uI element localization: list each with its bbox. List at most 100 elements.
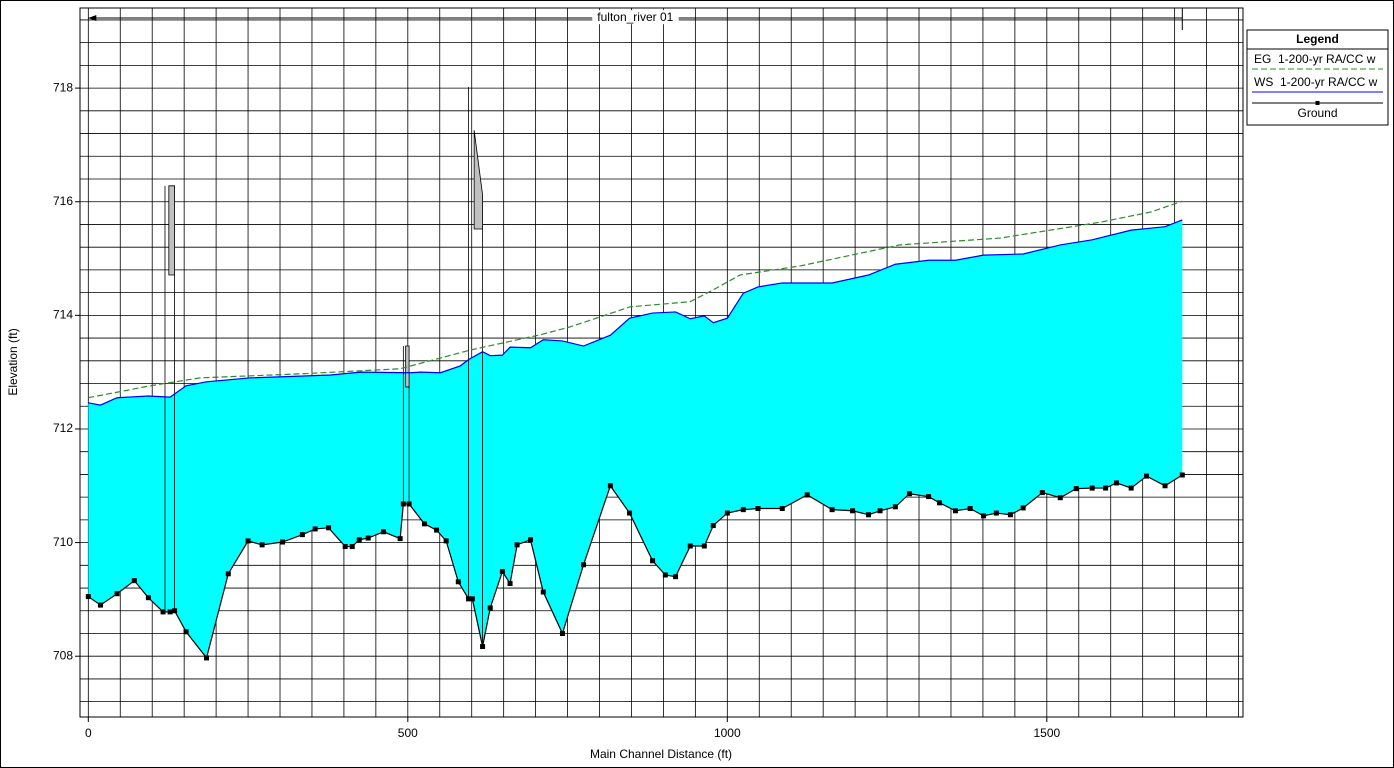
legend-title: Legend (1296, 32, 1339, 46)
ground-point (466, 596, 472, 602)
ground-point (356, 537, 362, 543)
ground-point (469, 596, 475, 602)
ground-point (499, 569, 505, 575)
ground-point (349, 544, 355, 550)
ground-point (779, 506, 785, 512)
ground-point (204, 655, 210, 661)
ground-point (326, 525, 332, 531)
ground-point (167, 609, 173, 615)
ground-point (687, 543, 693, 549)
ground-point (673, 574, 679, 580)
legend-label: WS 1-200-yr RA/CC w (1254, 75, 1378, 89)
structure-deck (473, 130, 483, 230)
ground-point (1162, 483, 1168, 489)
ground-point (740, 507, 746, 513)
ground-point (1144, 473, 1150, 479)
y-axis-label: Elevation (ft) (6, 328, 20, 395)
ground-point (406, 501, 412, 507)
x-axis-label: Main Channel Distance (ft) (590, 747, 732, 761)
ground-point (1113, 480, 1119, 486)
ground-point (514, 542, 520, 548)
ground-point (559, 630, 565, 636)
ground-point (981, 513, 987, 519)
ground-point (906, 491, 912, 497)
ground-point (400, 501, 406, 507)
ground-point (114, 591, 120, 597)
ground-point (936, 500, 942, 506)
ground-point (850, 508, 856, 514)
water-fill (88, 219, 1183, 658)
y-tick-label: 716 (53, 194, 73, 208)
ground-point (993, 510, 999, 516)
y-tick-label: 710 (53, 535, 73, 549)
ground-point (710, 523, 716, 529)
series-line (88, 219, 1183, 406)
ground-point (342, 544, 348, 550)
ground-point (1039, 490, 1045, 496)
ground-point (627, 510, 633, 516)
x-tick-label: 500 (398, 726, 418, 740)
ground-point (172, 608, 178, 614)
plot-border (79, 7, 1244, 718)
ground-point (145, 595, 151, 601)
y-tick-label: 712 (53, 421, 73, 435)
ground-point (397, 536, 403, 542)
legend-box (1246, 29, 1389, 126)
ground-point (480, 644, 486, 650)
x-tick-label: 1500 (1033, 726, 1060, 740)
structure-deck (168, 185, 175, 276)
legend-marker (1315, 101, 1320, 105)
ground-point (1128, 485, 1134, 491)
ground-point (1089, 485, 1095, 491)
ground-point (540, 589, 546, 595)
ground-point (1057, 495, 1063, 501)
ground-point (804, 492, 810, 498)
legend: Legend EG 1-200-yr RA/CC w WS 1-200-yr RA/… (1246, 29, 1389, 126)
ground-point (701, 543, 707, 549)
ground-point (829, 507, 835, 513)
ground-point (487, 605, 493, 611)
x-tick-label: 0 (85, 726, 92, 740)
structure-deck (405, 345, 410, 388)
x-tick-label: 1000 (714, 726, 741, 740)
ground-point (421, 521, 427, 527)
ground-point (245, 538, 251, 544)
ground-point (528, 537, 534, 543)
ground-point (183, 629, 189, 635)
series-line (88, 200, 1183, 399)
ground-point (160, 609, 166, 615)
ground-point (926, 494, 932, 500)
legend-label: Ground (1297, 106, 1337, 120)
ground-point (607, 483, 613, 489)
ground-point (365, 535, 371, 541)
y-tick-label: 714 (53, 308, 73, 322)
ground-point (967, 506, 973, 512)
ground-point (866, 512, 872, 518)
chart-title: fulton_river 01 (597, 10, 673, 24)
ground-point (1073, 486, 1079, 492)
ground-point (1103, 485, 1109, 491)
reach-arrow (88, 15, 97, 21)
ground-point (443, 538, 449, 544)
ground-point (312, 526, 318, 532)
ground-point (1020, 505, 1026, 511)
ground-point (97, 602, 103, 608)
ground-point (581, 562, 587, 568)
ground-point (755, 506, 761, 512)
ground-point (650, 558, 656, 564)
ground-point (225, 571, 231, 577)
ground-point (724, 510, 730, 516)
ground-point (280, 539, 286, 545)
ground-point (662, 572, 668, 578)
ground-point (85, 594, 91, 600)
ground-point (299, 532, 305, 538)
y-tick-label: 718 (53, 80, 73, 94)
ground-point (131, 578, 137, 584)
ground-point (259, 542, 265, 548)
ground-point (892, 504, 898, 510)
ground-point (952, 508, 958, 514)
ground-point (381, 529, 387, 535)
title-background (592, 10, 679, 25)
ground-point (877, 508, 883, 514)
